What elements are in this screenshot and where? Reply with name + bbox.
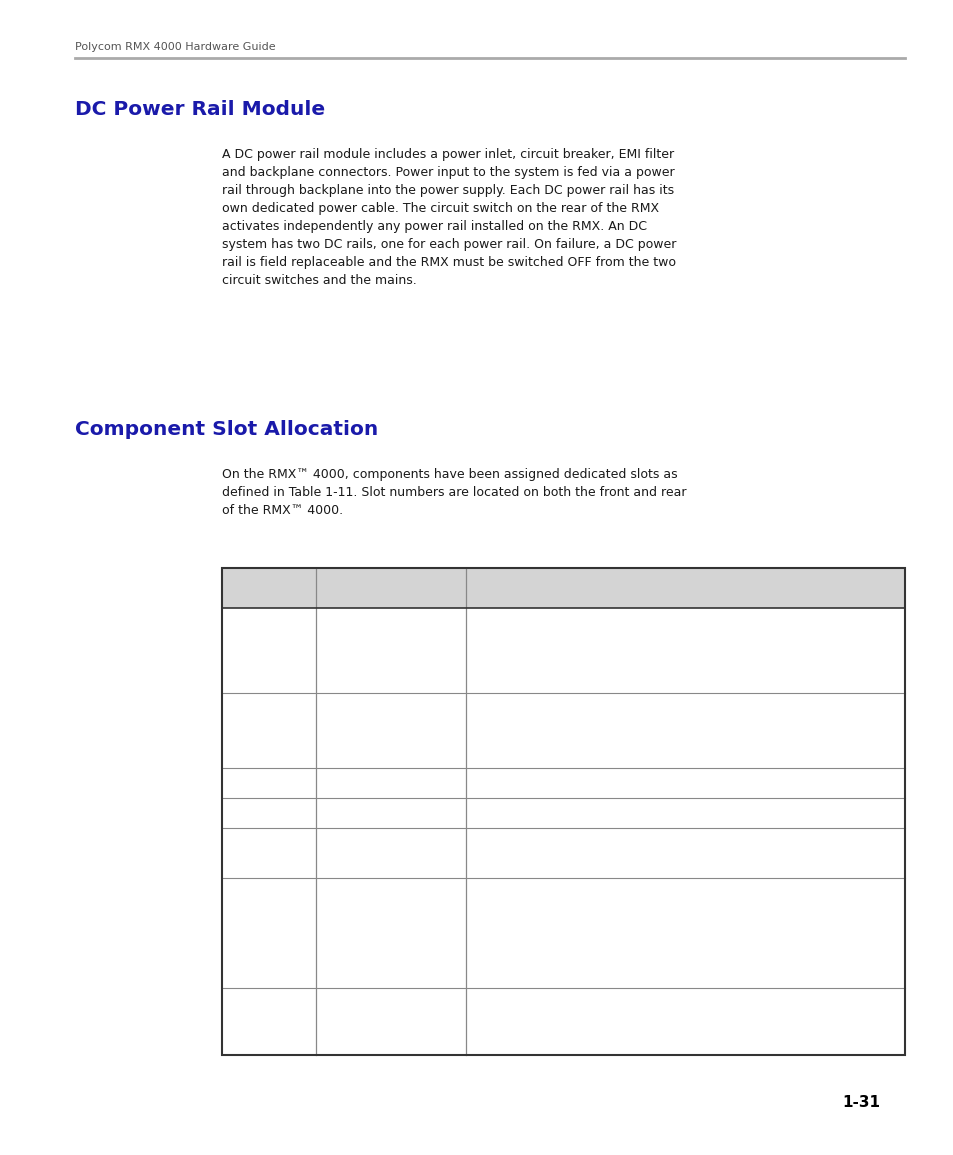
Text: Polycom RMX 4000 Hardware Guide: Polycom RMX 4000 Hardware Guide [75,42,275,52]
Bar [222,568,904,608]
Text: Component Slot Allocation: Component Slot Allocation [75,420,377,439]
Text: A DC power rail module includes a power inlet, circuit breaker, EMI filter
and b: A DC power rail module includes a power … [222,148,676,286]
Text: On the RMX™ 4000, components have been assigned dedicated slots as
defined in Ta: On the RMX™ 4000, components have been a… [222,468,686,517]
Bar [222,568,904,1055]
Text: DC Power Rail Module: DC Power Rail Module [75,100,325,119]
Text: 1-31: 1-31 [841,1095,879,1110]
